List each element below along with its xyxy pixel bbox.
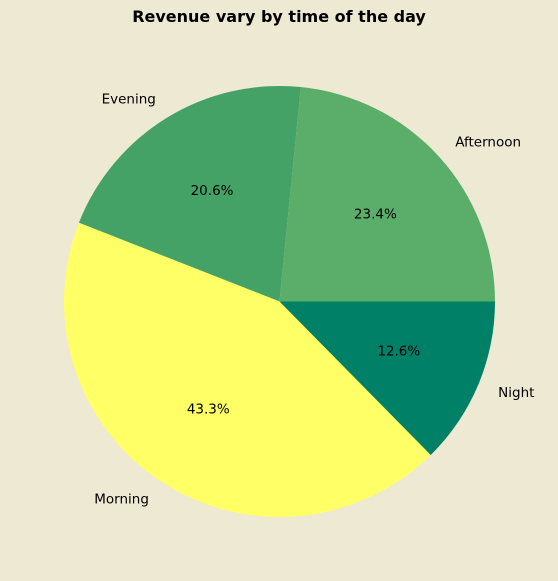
slice-label-morning: Morning [94,491,149,507]
pie-slice-afternoon [279,87,495,302]
slice-label-night: Night [498,385,534,401]
slice-percent-evening: 20.6% [191,183,234,199]
slice-label-afternoon: Afternoon [455,134,521,150]
slice-percent-night: 12.6% [377,343,420,359]
pie-slice-night [279,301,496,455]
pie-slice-evening [78,86,301,302]
pie-slice-morning [63,222,431,518]
slice-label-evening: Evening [102,91,156,107]
slice-percent-afternoon: 23.4% [354,207,397,223]
slice-percent-morning: 43.3% [187,401,230,417]
chart-title: Revenue vary by time of the day [132,7,426,26]
